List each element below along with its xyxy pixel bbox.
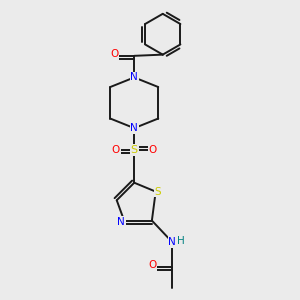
Text: O: O (110, 49, 118, 59)
Text: S: S (131, 145, 138, 155)
Text: H: H (177, 236, 185, 246)
Text: O: O (149, 145, 157, 155)
Text: N: N (130, 123, 138, 133)
Text: O: O (148, 260, 156, 270)
Text: S: S (155, 187, 161, 196)
Text: O: O (112, 145, 120, 155)
Text: N: N (168, 237, 176, 247)
Text: N: N (130, 72, 138, 82)
Text: N: N (117, 217, 125, 227)
